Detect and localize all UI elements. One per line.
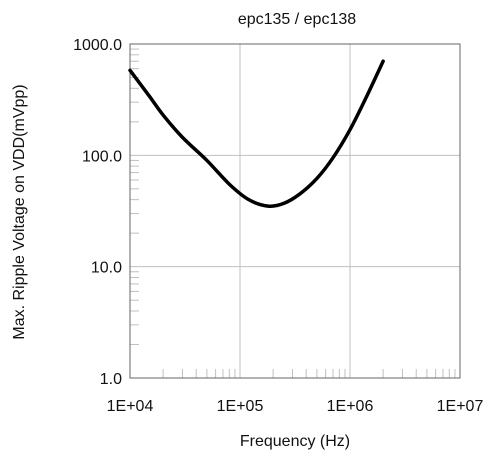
y-tick-label: 10.0 [91,260,122,277]
y-tick-label: 1.0 [100,371,122,388]
x-tick-label: 1E+05 [217,398,264,415]
minor-ticks [130,48,456,378]
x-axis-label: Frequency (Hz) [240,433,350,450]
x-tick-labels: 1E+04 1E+05 1E+06 1E+07 [107,398,484,415]
grid-lines [129,43,461,379]
x-tick-label: 1E+04 [107,398,154,415]
ripple-voltage-line [128,59,385,208]
y-tick-labels: 1.0 10.0 100.0 1000.0 [73,37,122,388]
y-tick-label: 100.0 [82,148,122,165]
y-axis-label: Max. Ripple Voltage on VDD(mVpp) [11,84,28,339]
y-tick-label: 1000.0 [73,37,122,54]
chart-title: epc135 / epc138 [238,11,356,28]
x-tick-label: 1E+06 [327,398,374,415]
x-tick-label: 1E+07 [437,398,484,415]
plot-frame [129,43,461,379]
